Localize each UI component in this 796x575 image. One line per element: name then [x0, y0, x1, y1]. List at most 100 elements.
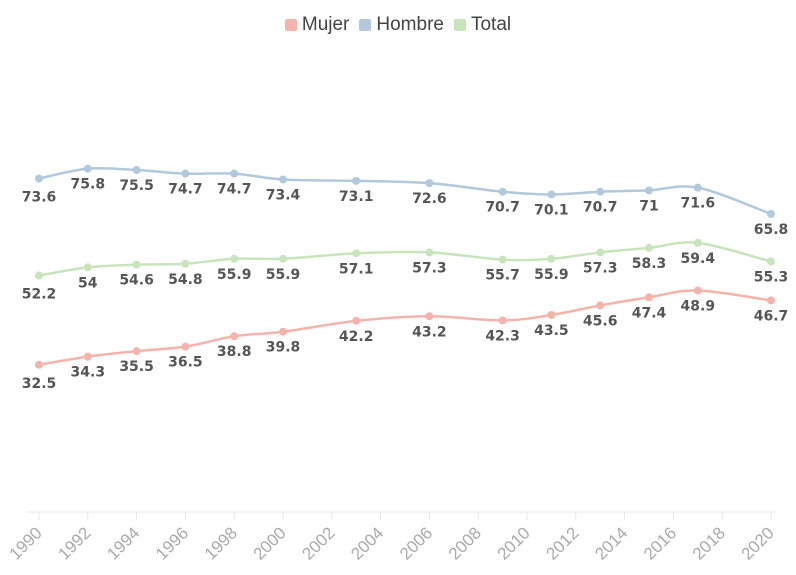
data-point	[596, 248, 605, 257]
data-point	[181, 169, 190, 178]
data-label: 55.9	[217, 267, 252, 283]
x-tick-label: 2010	[494, 523, 534, 563]
x-tick-label: 2006	[396, 523, 436, 563]
data-point	[279, 254, 287, 263]
data-point	[693, 238, 702, 247]
data-point	[230, 254, 239, 263]
data-label: 57.1	[339, 261, 374, 277]
legend: Mujer Hombre Total	[0, 14, 796, 36]
data-label: 73.4	[266, 187, 301, 203]
data-point	[693, 183, 702, 192]
x-tick-label: 2020	[738, 523, 778, 563]
x-tick-label: 2014	[591, 523, 631, 563]
data-label: 42.3	[485, 328, 520, 344]
data-label: 46.7	[754, 308, 789, 324]
data-label: 54.8	[168, 272, 203, 288]
data-label: 57.3	[412, 260, 447, 276]
x-tick-label: 1994	[103, 523, 143, 563]
legend-swatch	[453, 19, 466, 31]
data-point	[596, 301, 605, 310]
data-label: 34.3	[71, 365, 106, 381]
data-label: 48.9	[681, 298, 716, 314]
data-label: 65.8	[754, 222, 789, 238]
data-point	[35, 174, 43, 183]
data-label: 45.6	[583, 313, 618, 329]
data-label: 52.2	[22, 287, 57, 303]
data-label: 75.5	[119, 178, 154, 194]
data-point	[547, 254, 556, 263]
x-tick-label: 1990	[6, 523, 46, 563]
x-tick-label: 2008	[445, 523, 485, 563]
data-point	[645, 243, 653, 252]
data-point	[425, 179, 434, 188]
legend-label: Hombre	[376, 14, 444, 35]
legend-label: Mujer	[301, 14, 350, 35]
data-point	[230, 169, 239, 178]
data-point	[181, 259, 190, 268]
x-tick-label: 2016	[640, 523, 680, 563]
data-label: 73.6	[22, 190, 57, 206]
x-tick-label: 1996	[152, 523, 192, 563]
data-point	[425, 248, 434, 257]
data-point	[498, 255, 507, 264]
legend-label: Total	[470, 14, 512, 35]
data-label: 42.2	[339, 329, 374, 345]
data-label: 55.7	[485, 268, 520, 284]
data-label: 55.3	[754, 269, 789, 285]
data-point	[181, 342, 190, 351]
data-point	[279, 175, 287, 184]
data-label: 58.3	[632, 256, 667, 272]
data-point	[230, 332, 239, 341]
data-point	[83, 164, 92, 173]
x-tick-label: 1992	[54, 523, 94, 563]
legend-item-mujer[interactable]: Mujer	[284, 14, 350, 36]
data-point	[645, 186, 653, 195]
data-label: 32.5	[22, 376, 57, 392]
data-point	[352, 176, 361, 185]
data-point	[132, 260, 141, 269]
data-label: 70.7	[583, 200, 618, 216]
data-label: 70.7	[485, 200, 520, 216]
x-tick-label: 1998	[201, 523, 241, 563]
data-point	[767, 209, 775, 218]
data-point	[596, 187, 605, 196]
series-line-mujer	[38, 289, 772, 367]
data-point	[279, 327, 287, 336]
data-point	[547, 190, 556, 199]
data-label: 74.7	[217, 182, 252, 198]
data-point	[498, 187, 507, 196]
data-label: 73.1	[339, 189, 374, 205]
legend-swatch	[284, 19, 297, 31]
x-tick-label: 2018	[689, 523, 729, 563]
legend-item-total[interactable]: Total	[453, 14, 512, 36]
data-point	[547, 310, 556, 319]
data-label: 74.7	[168, 182, 203, 198]
data-point	[693, 286, 702, 295]
data-label: 71	[639, 198, 658, 214]
data-label: 35.5	[119, 359, 154, 375]
data-label: 39.8	[266, 340, 301, 356]
data-label: 55.9	[266, 267, 301, 283]
data-label: 43.5	[534, 323, 569, 339]
data-label: 43.2	[412, 324, 447, 340]
legend-swatch	[359, 19, 372, 31]
data-point	[767, 257, 775, 266]
x-tick-label: 2012	[542, 523, 582, 563]
data-label: 71.6	[681, 196, 716, 212]
x-tick-label: 2002	[298, 523, 338, 563]
x-tick-label: 2004	[347, 523, 387, 563]
data-point	[35, 360, 43, 369]
data-label: 75.8	[71, 177, 106, 193]
data-point	[352, 316, 361, 325]
legend-item-hombre[interactable]: Hombre	[359, 14, 444, 36]
data-point	[35, 271, 43, 280]
data-label: 72.6	[412, 191, 447, 207]
data-label: 54.6	[119, 273, 154, 289]
data-point	[83, 352, 92, 361]
data-label: 70.1	[534, 202, 569, 218]
data-point	[498, 316, 507, 325]
data-label: 54	[78, 275, 98, 291]
data-label: 38.8	[217, 344, 252, 360]
data-point	[767, 296, 775, 305]
